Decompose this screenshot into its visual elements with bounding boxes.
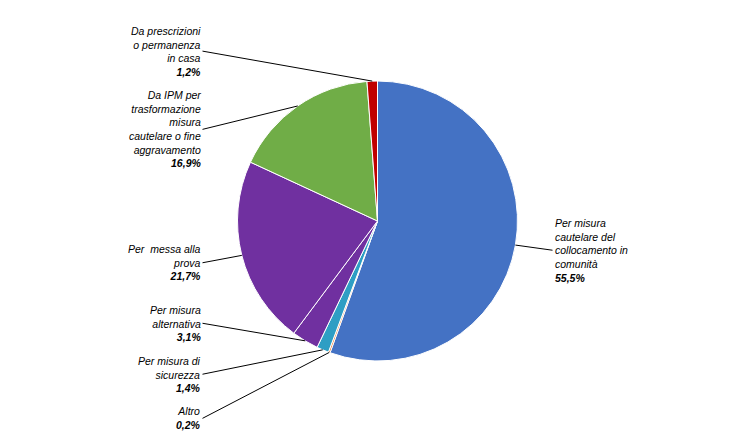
svg-text:Per misura disicurezza1,4%: Per misura disicurezza1,4%: [138, 355, 201, 394]
svg-text:Da IPM pertrasformazionemisura: Da IPM pertrasformazionemisuracautelare …: [129, 89, 201, 169]
svg-text:Da prescrizionio permanenzain: Da prescrizionio permanenzain casa1,2%: [131, 25, 201, 78]
svg-text:Altro0,2%: Altro0,2%: [176, 405, 201, 431]
svg-text:Per misuraalternativa3,1%: Per misuraalternativa3,1%: [150, 304, 201, 343]
svg-text:Per misuracautelare delcolloca: Per misuracautelare delcollocamento inco…: [555, 217, 628, 284]
svg-text:Per messa allaprova21,7%: Per messa allaprova21,7%: [128, 243, 201, 282]
